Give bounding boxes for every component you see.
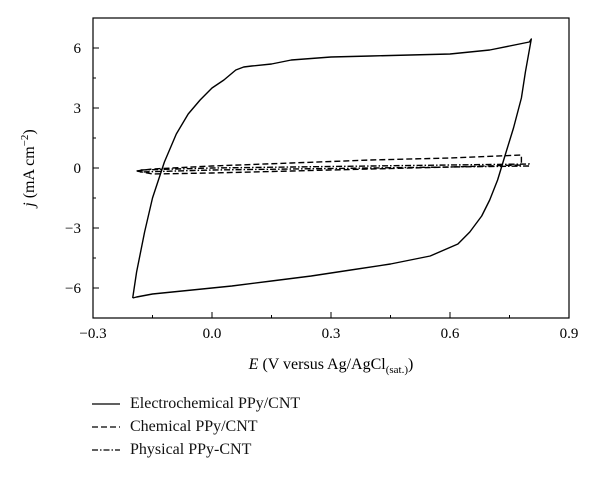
legend-swatch-dashdot	[92, 448, 120, 451]
x-tick-label: 0.0	[203, 326, 222, 342]
legend-label: Physical PPy-CNT	[130, 440, 252, 458]
x-tick-label: 0.6	[441, 326, 460, 342]
series-line-3	[139, 163, 530, 173]
cyclic-voltammetry-chart: −0.3 0.0 0.3 0.6 0.9 −6 −3 0 3 6 E (V versus Ag/A…	[19, 17, 579, 376]
x-tick-label: 0.9	[560, 326, 579, 342]
y-tick-label: 0	[74, 161, 82, 177]
x-axis-label: E (V versus Ag/AgCl(sat.))	[248, 356, 414, 376]
y-tick-label: −3	[65, 221, 81, 237]
legend: Electrochemical PPy/CNT Chemical PPy/CNT…	[92, 392, 300, 461]
legend-swatch-dashed	[92, 425, 120, 428]
series-line-1	[132, 38, 532, 299]
y-axis-label: j (mA cm−2)	[19, 129, 38, 209]
x-tick-label: −0.3	[79, 326, 106, 342]
legend-label: Chemical PPy/CNT	[130, 417, 258, 435]
y-tick-label: 3	[74, 101, 82, 117]
legend-item-chemical: Chemical PPy/CNT	[92, 415, 300, 438]
series-line-2	[136, 154, 523, 175]
y-tick-label: −6	[65, 281, 81, 297]
x-tick-label: 0.3	[322, 326, 341, 342]
plot-frame	[92, 17, 570, 319]
legend-item-physical: Physical PPy-CNT	[92, 438, 300, 461]
legend-item-electrochemical: Electrochemical PPy/CNT	[92, 392, 300, 415]
legend-swatch-solid	[92, 402, 120, 405]
legend-label: Electrochemical PPy/CNT	[130, 394, 301, 412]
y-tick-label: 6	[74, 41, 82, 57]
